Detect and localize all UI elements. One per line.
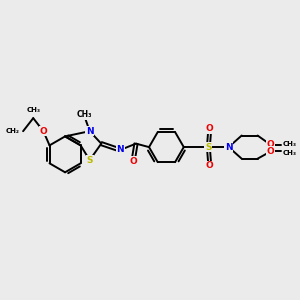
Text: CH₃: CH₃ (283, 150, 297, 156)
Text: S: S (86, 156, 93, 165)
Text: O: O (206, 124, 214, 133)
Text: O: O (206, 161, 214, 170)
Text: N: N (225, 142, 232, 152)
Text: CH₂: CH₂ (6, 128, 20, 134)
Text: CH₃: CH₃ (76, 110, 92, 119)
Text: S: S (205, 142, 212, 152)
Text: N: N (116, 146, 124, 154)
Text: O: O (40, 127, 47, 136)
Text: O: O (267, 140, 274, 149)
Text: O: O (267, 147, 274, 156)
Text: N: N (86, 127, 94, 136)
Text: CH₃: CH₃ (283, 141, 297, 147)
Text: O: O (129, 157, 137, 166)
Text: CH₃: CH₃ (26, 107, 40, 113)
